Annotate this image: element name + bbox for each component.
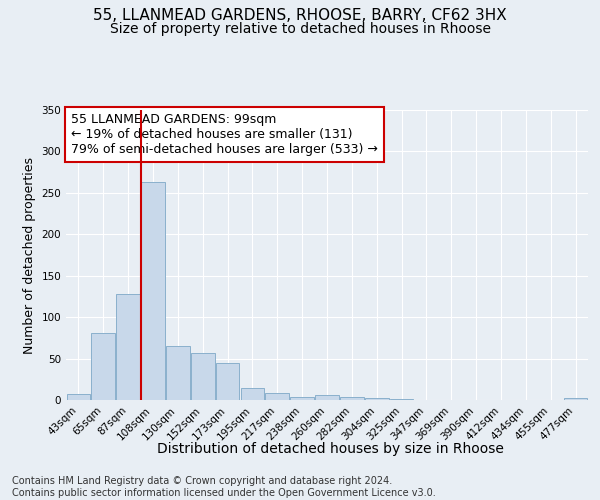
Bar bbox=[290, 396, 314, 400]
Bar bbox=[116, 294, 140, 400]
Text: 55, LLANMEAD GARDENS, RHOOSE, BARRY, CF62 3HX: 55, LLANMEAD GARDENS, RHOOSE, BARRY, CF6… bbox=[93, 8, 507, 22]
Bar bbox=[315, 395, 339, 400]
Text: Contains HM Land Registry data © Crown copyright and database right 2024.
Contai: Contains HM Land Registry data © Crown c… bbox=[12, 476, 436, 498]
Bar bbox=[91, 333, 115, 400]
Bar bbox=[216, 362, 239, 400]
Y-axis label: Number of detached properties: Number of detached properties bbox=[23, 156, 36, 354]
Text: Size of property relative to detached houses in Rhoose: Size of property relative to detached ho… bbox=[110, 22, 491, 36]
Bar bbox=[365, 398, 389, 400]
Bar bbox=[241, 388, 264, 400]
Bar bbox=[191, 353, 215, 400]
Text: Distribution of detached houses by size in Rhoose: Distribution of detached houses by size … bbox=[157, 442, 503, 456]
Bar bbox=[67, 394, 90, 400]
Bar bbox=[141, 182, 165, 400]
Bar bbox=[166, 346, 190, 400]
Bar bbox=[265, 394, 289, 400]
Bar bbox=[564, 398, 587, 400]
Bar bbox=[340, 396, 364, 400]
Bar bbox=[390, 399, 413, 400]
Text: 55 LLANMEAD GARDENS: 99sqm
← 19% of detached houses are smaller (131)
79% of sem: 55 LLANMEAD GARDENS: 99sqm ← 19% of deta… bbox=[71, 113, 378, 156]
